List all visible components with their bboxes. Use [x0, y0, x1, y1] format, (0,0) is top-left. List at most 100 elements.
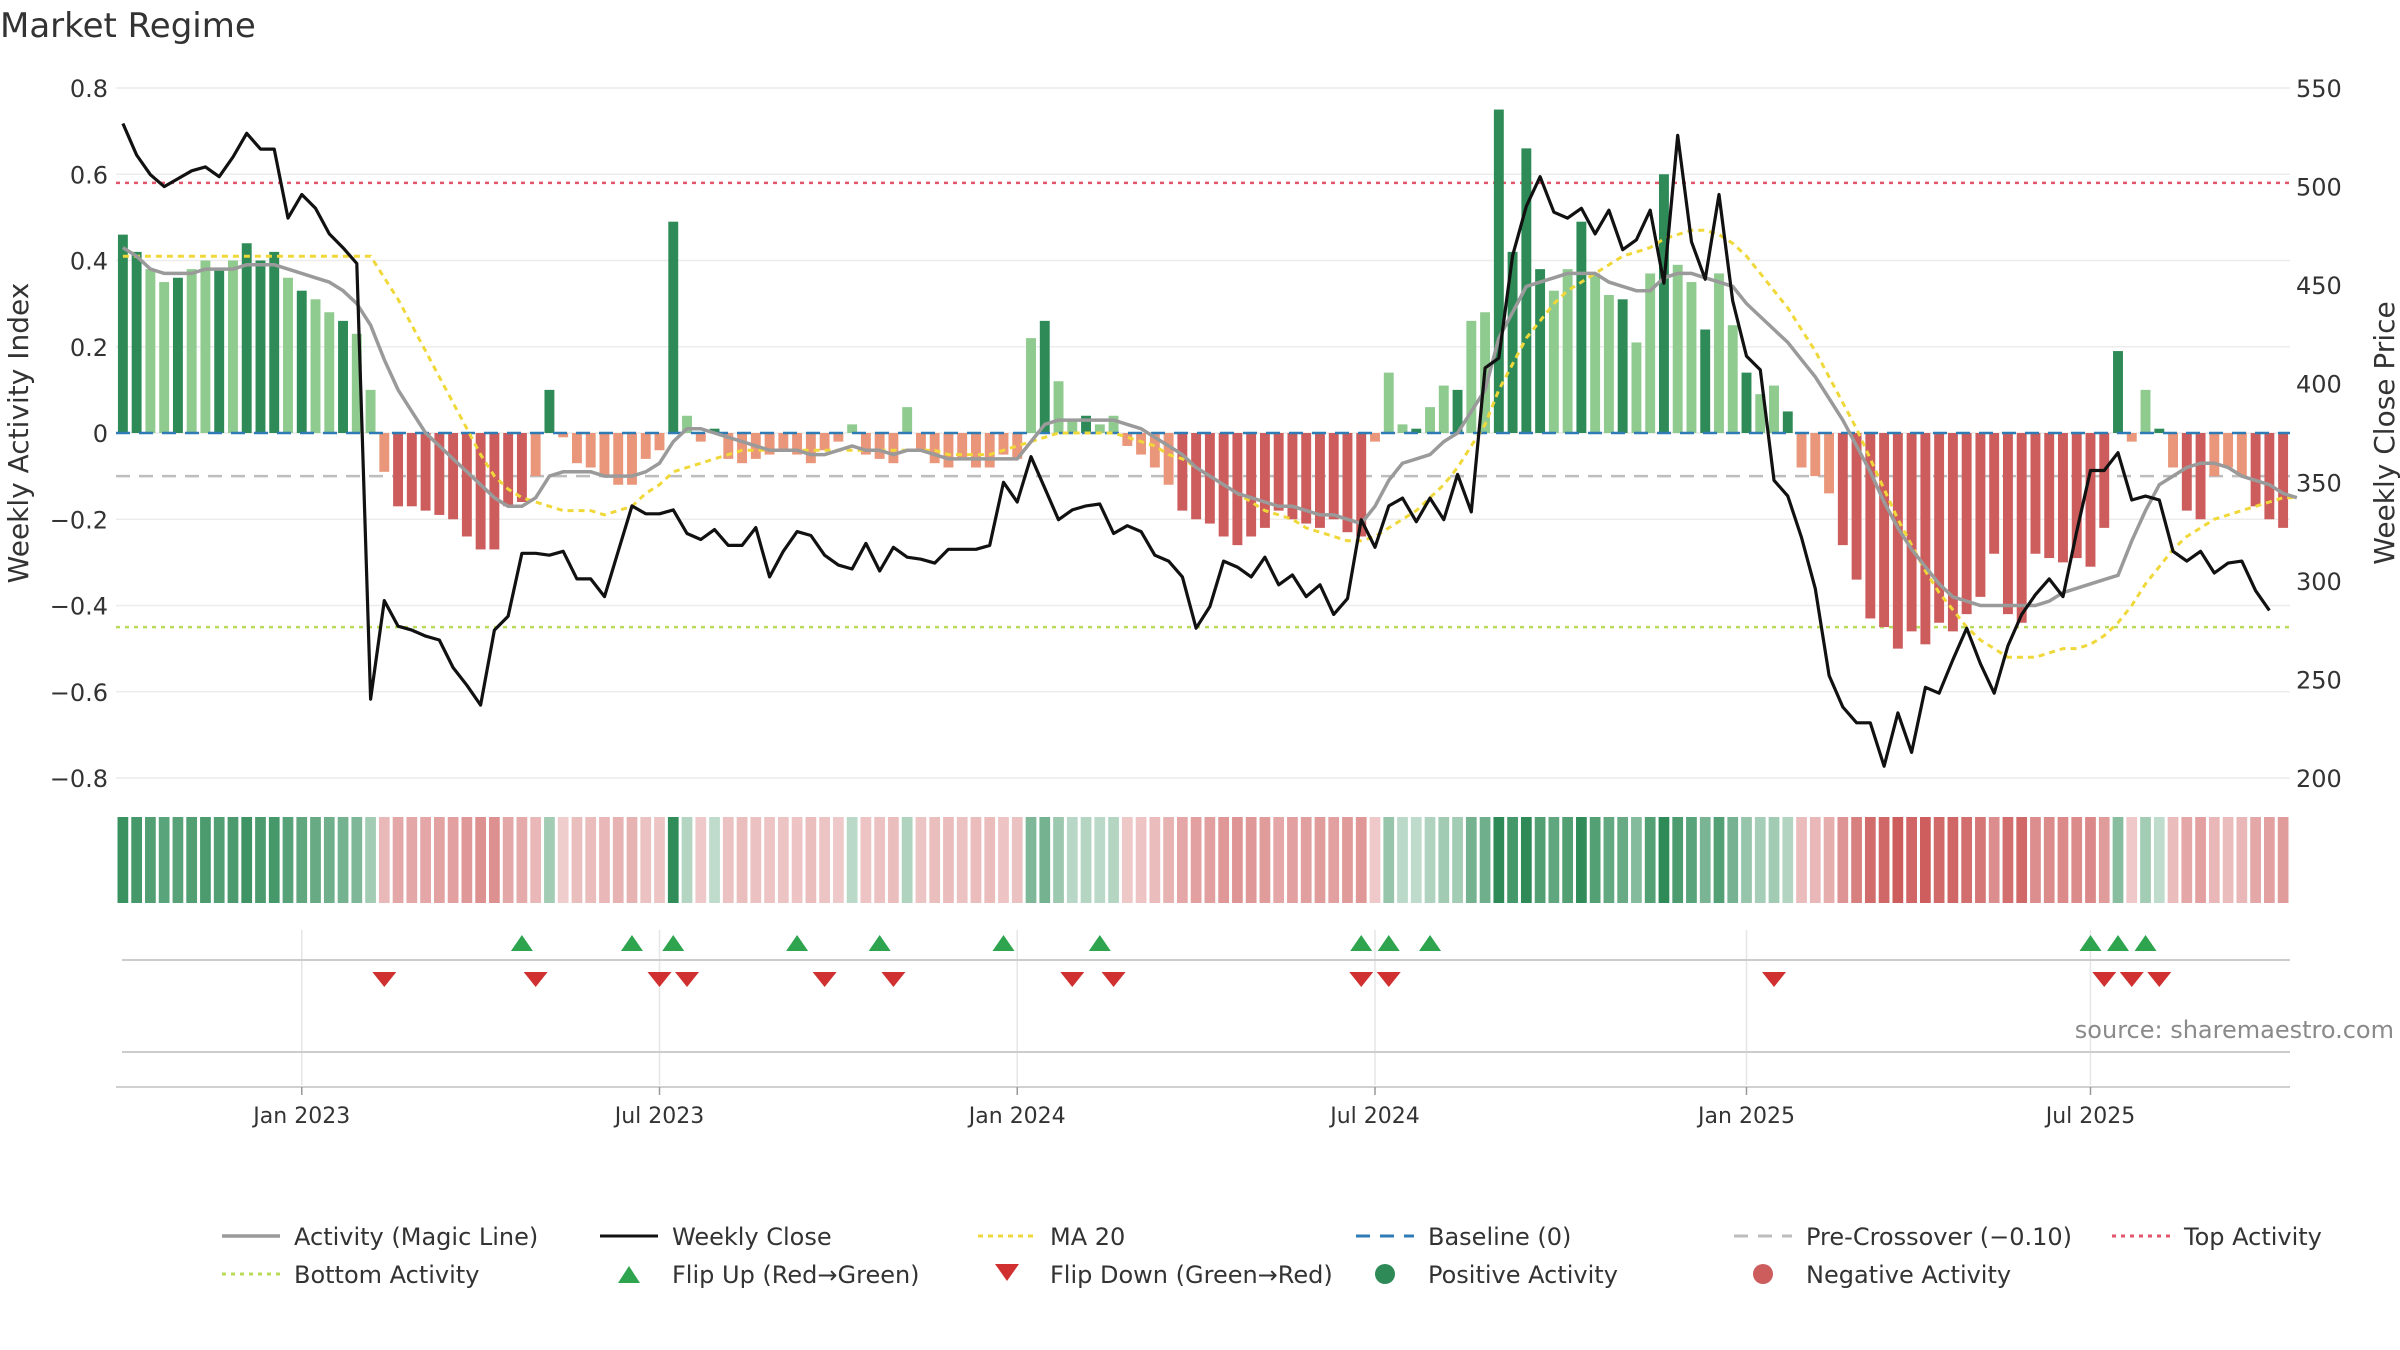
regime-strip-cell: [1121, 817, 1133, 903]
regime-strip-cell: [1342, 817, 1353, 903]
activity-bar: [1012, 433, 1023, 459]
activity-bar: [489, 433, 500, 550]
regime-strip-cell: [1039, 817, 1051, 903]
regime-strip-cell: [213, 817, 225, 903]
regime-strip-cell: [1864, 817, 1876, 903]
regime-strip-cell: [1328, 817, 1340, 903]
regime-strip-cell: [1259, 817, 1271, 903]
activity-bar: [984, 433, 995, 468]
regime-strip-cell: [1562, 817, 1573, 903]
activity-bar: [1603, 295, 1614, 433]
regime-strip-cell: [1686, 817, 1697, 903]
regime-strip-cell: [145, 817, 156, 903]
regime-strip-cell: [268, 817, 280, 903]
regime-strip-cell: [186, 817, 198, 903]
flip-up-marker: [2107, 935, 2130, 951]
activity-bar: [1301, 433, 1312, 524]
regime-strip-cell: [1176, 817, 1188, 903]
y2-tick-label: 350: [2296, 469, 2342, 497]
regime-strip-cell: [1631, 817, 1642, 903]
activity-bar: [737, 433, 748, 464]
flip-down-marker: [1349, 972, 1374, 987]
activity-bar: [145, 269, 156, 433]
regime-strip-cell: [1947, 817, 1959, 903]
regime-strip-cell: [1218, 817, 1230, 903]
flip-up-marker: [662, 935, 685, 951]
activity-bar: [1865, 433, 1876, 619]
regime-strip-cell: [1809, 817, 1821, 903]
regime-strip-cell: [1754, 817, 1766, 903]
activity-bar: [351, 333, 362, 433]
flip-up-marker: [1088, 935, 1111, 951]
activity-bar: [448, 433, 459, 520]
legend-label: Baseline (0): [1428, 1223, 1571, 1251]
regime-strip-cell: [1149, 817, 1161, 903]
activity-bar: [874, 433, 885, 459]
flip-down-marker: [2119, 972, 2144, 987]
activity-bar: [1094, 424, 1105, 433]
activity-bar: [778, 433, 789, 451]
regime-strip-cell: [970, 817, 982, 903]
y-tick-label: 0.2: [70, 334, 108, 362]
activity-bar: [2002, 433, 2013, 615]
activity-bar: [2030, 433, 2041, 554]
y-tick-label: −0.2: [50, 506, 108, 534]
activity-bar: [2071, 433, 2082, 559]
regime-strip-cell: [915, 817, 927, 903]
regime-strip-cell: [791, 817, 803, 903]
regime-strip-cell: [1273, 817, 1285, 903]
activity-bar: [544, 389, 555, 433]
flip-down-marker: [881, 972, 906, 987]
y2-tick-label: 200: [2296, 765, 2342, 793]
legend-label: Bottom Activity: [294, 1261, 479, 1289]
activity-bar: [1741, 372, 1752, 433]
regime-strip-cell: [1823, 817, 1835, 903]
regime-strip-cell: [1190, 817, 1202, 903]
regime-strip-cell: [1094, 817, 1106, 903]
flip-down-marker: [812, 972, 837, 987]
activity-bar: [1438, 385, 1449, 433]
legend-label: Pre-Crossover (−0.10): [1806, 1223, 2072, 1251]
regime-strip-cell: [1988, 817, 2000, 903]
regime-strip-cell: [1933, 817, 1945, 903]
activity-bar: [805, 433, 816, 464]
activity-bar: [2209, 433, 2220, 477]
regime-strip-cell: [1520, 817, 1532, 903]
activity-bar: [1590, 273, 1601, 433]
regime-strip-cell: [805, 817, 817, 903]
regime-strip-cell: [874, 817, 886, 903]
flip-down-marker: [1101, 972, 1126, 987]
legend-swatch: [1753, 1264, 1773, 1284]
x-tick-label: Jul 2024: [1328, 1104, 1420, 1129]
regime-strip-cell: [1452, 817, 1463, 903]
activity-bar: [613, 433, 624, 485]
activity-bar: [1452, 389, 1463, 433]
regime-strip-cell: [2085, 817, 2096, 903]
activity-bar: [503, 433, 514, 507]
regime-strip-cell: [709, 817, 720, 903]
regime-strip-cell: [131, 817, 143, 903]
regime-strip-cell: [984, 817, 996, 903]
activity-bar: [1411, 428, 1422, 433]
activity-bar: [1934, 433, 1945, 623]
regime-strip-cell: [502, 817, 514, 903]
regime-strip-cell: [1837, 817, 1849, 903]
activity-bar: [695, 433, 706, 442]
flip-down-marker: [2092, 972, 2117, 987]
regime-strip-cell: [2112, 817, 2124, 903]
regime-strip-cell: [695, 817, 707, 903]
flip-down-marker: [647, 972, 672, 987]
activity-bar: [654, 433, 665, 451]
activity-bar: [585, 433, 596, 468]
activity-bar: [1824, 433, 1835, 494]
activity-bar: [475, 433, 486, 550]
regime-strip-cell: [1906, 817, 1917, 903]
legend-swatch: [995, 1264, 1019, 1281]
flip-down-marker: [1376, 972, 1401, 987]
regime-strip-cell: [420, 817, 431, 903]
regime-strip-cell: [2277, 817, 2289, 903]
activity-bar: [1328, 433, 1339, 520]
flip-up-marker: [1350, 935, 1373, 951]
regime-strip-cell: [2263, 817, 2275, 903]
